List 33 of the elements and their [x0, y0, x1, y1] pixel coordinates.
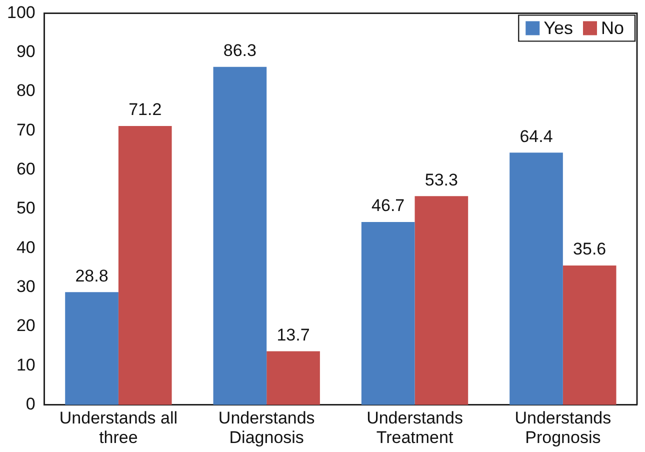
y-tick-label: 80: [16, 81, 36, 100]
bar: [562, 265, 616, 405]
y-tick-label: 50: [16, 198, 36, 218]
data-label: 86.3: [223, 41, 256, 60]
data-label: 53.3: [424, 170, 458, 190]
y-tick-label: 20: [16, 316, 36, 336]
y-tick-label: 0: [26, 394, 36, 414]
bar: [414, 196, 468, 405]
data-label: 64.4: [520, 126, 553, 146]
x-tick-label: Understands all three: [59, 408, 178, 447]
x-tick-label: Understands Treatment: [366, 408, 463, 447]
bar: [65, 292, 118, 405]
legend-label: Yes: [544, 18, 573, 38]
legend-label: No: [600, 18, 624, 38]
data-label: 46.7: [372, 196, 405, 216]
data-label: 28.8: [75, 266, 108, 286]
data-label: 71.2: [128, 100, 162, 120]
x-tick-label: Understands Diagnosis: [218, 408, 315, 447]
data-label: 13.7: [276, 325, 310, 344]
y-tick-label: 10: [16, 355, 36, 374]
y-tick-label: 70: [16, 120, 36, 140]
y-tick-label: 40: [16, 238, 36, 257]
x-tick-label: Understands Prognosis: [514, 408, 612, 447]
bar: [118, 126, 172, 405]
y-tick-label: 60: [16, 160, 36, 179]
y-tick-label: 100: [6, 2, 36, 22]
bar: [213, 66, 267, 405]
y-tick-label: 90: [16, 42, 36, 62]
bar: [266, 351, 320, 405]
data-label: 35.6: [573, 240, 606, 259]
bar: [510, 152, 563, 405]
bar: [361, 222, 415, 405]
y-tick-label: 30: [16, 277, 36, 296]
